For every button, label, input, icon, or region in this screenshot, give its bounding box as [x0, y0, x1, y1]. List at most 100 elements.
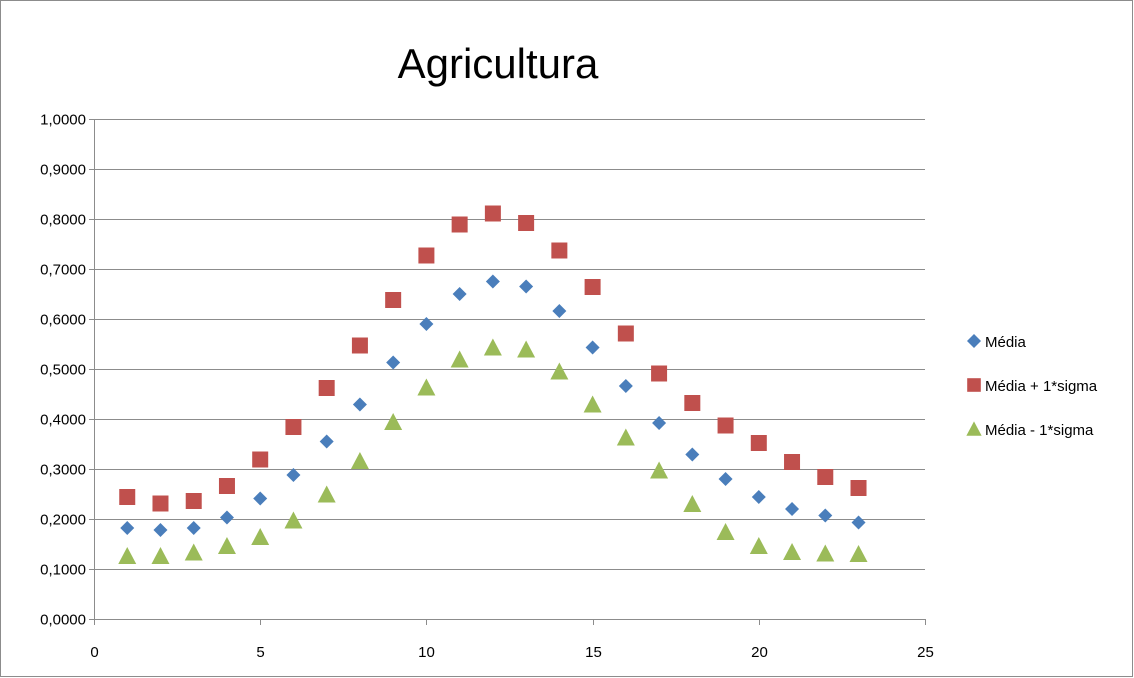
legend-marker-square: [967, 378, 981, 392]
data-point-series-2: [218, 478, 235, 494]
data-point-series-3: [683, 495, 702, 512]
data-point-series-1: [652, 416, 667, 430]
data-point-series-2: [750, 435, 767, 451]
data-point-series-1: [286, 468, 301, 482]
data-point-series-1: [618, 379, 633, 393]
data-point-series-3: [184, 543, 203, 561]
data-point-series-2: [252, 451, 269, 468]
data-point-series-2: [518, 215, 535, 231]
data-point-series-3: [251, 528, 270, 545]
data-point-series-3: [849, 545, 868, 562]
data-point-series-3: [650, 461, 669, 479]
data-point-series-1: [818, 508, 833, 523]
data-point-series-1: [552, 304, 567, 318]
data-point-series-3: [217, 537, 236, 554]
data-point-series-3: [417, 378, 436, 396]
y-axis-tick-labels: 0,0000 0,1000 0,2000 0,3000 0,4000 0,5000 0,60…: [40, 112, 86, 629]
data-point-series-2: [418, 247, 435, 264]
data-point-series-2: [651, 365, 668, 382]
y-tick-label: 0,8000: [40, 212, 86, 229]
data-points: [118, 205, 868, 564]
data-point-series-1: [519, 279, 534, 294]
data-point-series-1: [186, 521, 201, 535]
data-point-series-2: [185, 493, 202, 509]
data-point-series-2: [351, 337, 368, 354]
y-tick-label: 0,0000: [40, 612, 86, 629]
legend-item: Média + 1*sigma: [967, 378, 1098, 395]
y-tick-label: 0,1000: [40, 562, 86, 579]
x-tick-label: 20: [751, 644, 768, 661]
data-point-series-2: [451, 216, 468, 233]
data-point-series-2: [551, 242, 568, 259]
y-tick-label: 0,6000: [40, 312, 86, 329]
x-tick-label: 25: [917, 644, 934, 661]
data-point-series-2: [717, 417, 734, 434]
series-1: [120, 274, 866, 537]
data-point-series-3: [716, 523, 735, 540]
legend-label: Média + 1*sigma: [985, 378, 1098, 395]
legend-label: Média - 1*sigma: [985, 422, 1094, 439]
series-2: [119, 205, 867, 512]
x-tick-label: 10: [418, 644, 435, 661]
data-point-series-2: [684, 395, 701, 411]
data-point-series-3: [284, 511, 303, 529]
data-point-series-1: [718, 472, 733, 486]
legend-item: Média: [967, 334, 1027, 351]
legend: Média Média + 1*sigma Média - 1*sigma: [966, 334, 1098, 439]
data-point-series-3: [583, 395, 602, 413]
data-point-series-2: [584, 279, 601, 295]
y-tick-label: 0,4000: [40, 412, 86, 429]
data-point-series-3: [118, 547, 137, 564]
data-point-series-2: [617, 325, 634, 342]
data-point-series-2: [817, 469, 834, 485]
data-point-series-3: [450, 350, 469, 368]
data-point-series-1: [851, 515, 866, 530]
y-tick-label: 0,9000: [40, 162, 86, 179]
data-point-series-1: [386, 355, 401, 370]
data-point-series-3: [384, 413, 403, 430]
data-point-series-1: [319, 434, 334, 449]
legend-marker-triangle: [966, 421, 982, 436]
data-point-series-2: [385, 292, 402, 308]
data-point-series-2: [318, 380, 335, 396]
x-tick-label: 15: [585, 644, 602, 661]
data-point-series-1: [253, 491, 268, 506]
data-point-series-3: [517, 340, 536, 358]
data-point-series-1: [751, 490, 766, 504]
data-point-series-3: [749, 537, 768, 554]
data-point-series-3: [783, 543, 802, 560]
series-3: [118, 338, 868, 564]
x-tick-label: 0: [90, 644, 98, 661]
data-point-series-3: [483, 338, 502, 356]
y-tick-label: 1,0000: [40, 112, 86, 129]
data-point-series-2: [850, 480, 867, 496]
legend-item: Média - 1*sigma: [966, 421, 1094, 439]
data-point-series-3: [350, 452, 369, 469]
axes: [89, 119, 926, 625]
data-point-series-2: [152, 495, 169, 512]
y-tick-label: 0,3000: [40, 462, 86, 479]
y-tick-label: 0,5000: [40, 362, 86, 379]
data-point-series-1: [585, 340, 600, 355]
data-point-series-1: [153, 523, 168, 537]
gridlines: [94, 119, 925, 570]
data-point-series-1: [219, 510, 234, 525]
data-point-series-3: [816, 544, 835, 562]
legend-marker: [967, 334, 981, 348]
data-point-series-2: [484, 205, 501, 222]
legend-marker: [966, 421, 982, 436]
data-point-series-1: [352, 397, 367, 412]
x-axis-tick-labels: 0 5 10 15 20 25: [90, 644, 934, 661]
x-tick-label: 5: [256, 644, 264, 661]
y-tick-label: 0,7000: [40, 262, 86, 279]
data-point-series-1: [485, 274, 500, 289]
data-point-series-1: [685, 447, 700, 462]
data-point-series-1: [785, 502, 800, 516]
y-tick-label: 0,2000: [40, 512, 86, 529]
data-point-series-2: [285, 419, 302, 435]
data-point-series-3: [317, 485, 336, 503]
data-point-series-3: [616, 428, 635, 446]
chart-title: Agricultura: [398, 40, 599, 87]
